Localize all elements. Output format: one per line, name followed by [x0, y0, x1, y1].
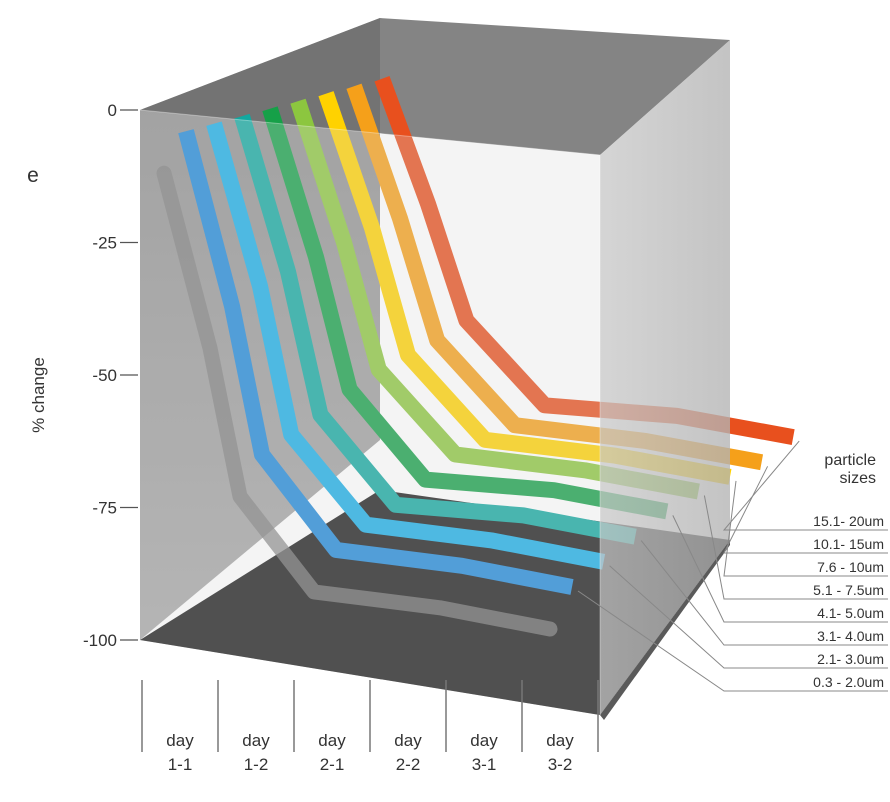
chart-floor-edge	[600, 540, 730, 720]
legend-leader-line	[672, 515, 888, 623]
y-tick-label: -75	[92, 499, 117, 518]
series-line	[234, 113, 637, 545]
legend-entry: 5.1 - 7.5um	[813, 582, 884, 598]
y-tick-label: 0	[108, 101, 117, 120]
legend-entry: 0.3 - 2.0um	[813, 674, 884, 690]
x-category-label: 1-2	[244, 755, 269, 774]
x-category-label: day	[242, 731, 270, 750]
x-category-label: 1-1	[168, 755, 193, 774]
legend-entry: 2.1- 3.0um	[817, 651, 884, 667]
x-category-label: day	[166, 731, 194, 750]
legend-entry: 3.1- 4.0um	[817, 628, 884, 644]
x-category-label: 2-2	[396, 755, 421, 774]
series-line	[206, 121, 606, 570]
chart-top-face	[140, 18, 730, 155]
legend-entry: 4.1- 5.0um	[817, 605, 884, 621]
x-category-label: day	[470, 731, 498, 750]
x-category-label: day	[318, 731, 346, 750]
chart-front-edge	[139, 109, 601, 715]
y-tick-label: -100	[83, 631, 117, 650]
legend-entry: 7.6 - 10um	[817, 559, 884, 575]
series-shadow-layer	[156, 165, 558, 637]
chart-right-wall	[600, 40, 730, 715]
series-line	[262, 106, 669, 520]
y-axis: 0 -25 -50 -75 -100	[83, 101, 138, 650]
legend-title: sizes	[840, 470, 876, 487]
legend-leader-line	[723, 480, 888, 577]
legend-entry: 10.1- 15um	[813, 536, 884, 552]
x-category-label: 3-2	[548, 755, 573, 774]
y-tick-label: -25	[92, 234, 117, 253]
legend-title: particle	[824, 452, 876, 469]
series-line	[178, 129, 574, 595]
legend-leader-line	[703, 495, 888, 600]
legend-leader-line	[577, 590, 888, 692]
legend-entry: 15.1- 20um	[813, 513, 884, 529]
legend-leader-line	[722, 440, 888, 531]
x-category-label: day	[546, 731, 574, 750]
y-tick-label: -50	[92, 366, 117, 385]
x-category-label: 3-1	[472, 755, 497, 774]
chart-front-face	[140, 110, 600, 715]
legend-leader-line	[723, 466, 888, 554]
x-category-label: day	[394, 731, 422, 750]
x-axis: day 1-1 day 1-2 day 2-1 day 2-2 day 3-1 day 3-2	[141, 680, 599, 774]
legend-leader-line	[609, 565, 888, 669]
stray-label: e	[27, 164, 39, 187]
series-shadow	[156, 165, 558, 637]
y-axis-label: % change	[29, 357, 48, 433]
x-category-label: 2-1	[320, 755, 345, 774]
legend-leader-line	[640, 540, 888, 646]
